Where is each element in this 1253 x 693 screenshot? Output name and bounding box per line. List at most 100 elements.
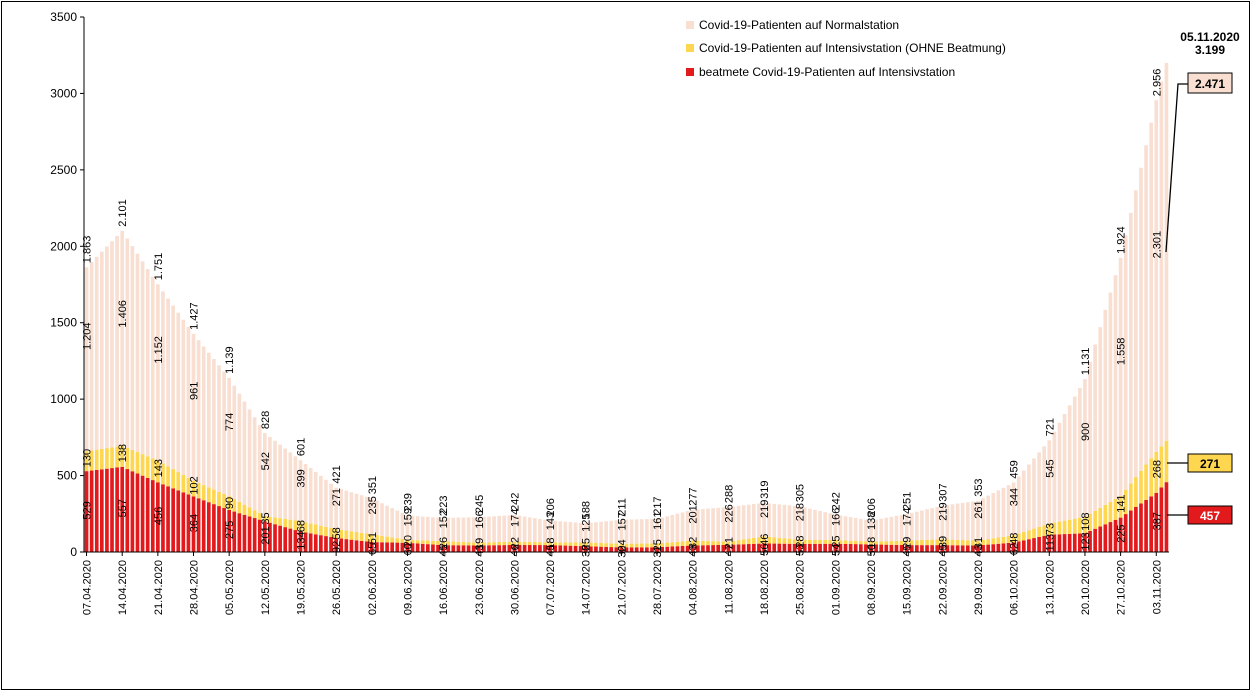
data-label-icu: 39 [937,536,949,548]
bar-segment [1134,477,1138,507]
data-label-normal: 399 [296,469,308,487]
bar-segment [1072,533,1077,552]
data-label-normal: 1.406 [117,300,129,328]
bar-segment [273,517,277,525]
x-tick-label: 07.07.2020 [545,560,557,615]
bar-segment [232,511,237,552]
bar-segment [176,490,181,552]
bar-segment [1042,525,1047,536]
bar-segment [695,540,700,546]
bar-segment [268,516,272,523]
bar-segment [920,540,924,546]
bar-segment [354,532,359,541]
bar-segment [772,503,777,538]
bar-segment [359,495,364,533]
final-date-label: 05.11.2020 [1180,30,1240,44]
bar-segment [996,543,1001,552]
bar-segment [986,544,990,552]
data-label-total: 206 [545,498,557,516]
bar-segment [945,545,950,552]
bar-segment [415,540,420,544]
bar-segment [981,545,985,552]
callout-value-normal: 2.471 [1195,77,1225,91]
bar-segment [884,541,889,545]
x-tick-label: 22.09.2020 [937,560,949,615]
bar-segment [940,505,945,540]
bar-segment [145,477,150,552]
legend-label-ventilated: beatmete Covid-19-Patienten auf Intensiv… [699,65,955,79]
bar-segment [1093,528,1097,552]
bar-segment [680,512,685,542]
bar-segment [904,540,909,546]
bar-segment [517,544,522,552]
bar-segment [604,521,608,544]
bar-segment [451,541,456,546]
bar-segment [874,519,878,542]
bar-segment [553,545,558,552]
bar-segment [1011,535,1016,543]
bar-segment [212,359,216,490]
bar-segment [660,547,664,552]
data-label-normal: 1.152 [153,336,165,364]
data-label-ventilated: 31 [652,545,664,557]
data-label-icu: 20 [403,535,415,547]
bar-segment [701,509,705,541]
bar-segment [517,515,522,542]
data-label-normal: 774 [224,413,236,431]
bar-segment [349,539,354,552]
bar-segment [874,544,878,552]
bar-segment [156,482,160,552]
data-label-normal: 138 [866,512,878,530]
bar-segment [94,469,99,552]
bar-segment [823,543,827,552]
bar-segment [273,440,277,518]
bar-segment [344,490,349,531]
bar-segment [899,540,904,546]
bar-segment [257,513,262,520]
bar-segment [1149,496,1154,552]
bar-segment [171,488,175,552]
bar-segment [517,541,522,545]
bar-segment [181,492,186,552]
bar-segment [263,521,267,552]
x-tick-label: 04.08.2020 [688,560,700,615]
bar-segment [848,544,853,552]
bar-segment [797,506,802,540]
x-tick-label: 19.05.2020 [296,560,308,615]
bar-segment [624,519,629,544]
data-label-normal: 159 [403,508,415,526]
bar-segment [599,546,603,552]
bar-segment [665,542,670,547]
bar-segment [675,513,680,542]
bar-segment [802,507,807,540]
bar-segment [527,517,532,542]
bar-segment [135,473,140,552]
bar-segment [487,516,491,543]
bar-segment [1154,100,1159,452]
bar-segment [843,540,848,544]
bar-segment [639,547,644,552]
bar-segment [410,539,415,544]
bar-segment [818,539,822,544]
bar-segment [716,541,721,545]
bar-segment [1027,530,1031,540]
bar-segment [303,464,308,523]
bar-segment [212,504,216,552]
data-label-normal: 219 [937,502,949,520]
data-label-normal: 161 [652,512,664,530]
bar-segment [1047,440,1052,524]
bar-segment [471,545,476,552]
bar-segment [426,544,430,552]
bar-segment [1037,452,1041,527]
data-label-total: 1.751 [153,253,165,281]
data-label-icu: 130 [82,449,94,467]
bar-segment [420,543,425,552]
bar-segment [120,445,125,467]
data-label-icu: 268 [1151,460,1163,478]
bar-segment [675,546,680,552]
data-label-icu: 32 [688,537,700,549]
data-label-normal: 261 [973,500,985,518]
bar-segment [186,477,191,495]
bar-segment [848,517,853,541]
